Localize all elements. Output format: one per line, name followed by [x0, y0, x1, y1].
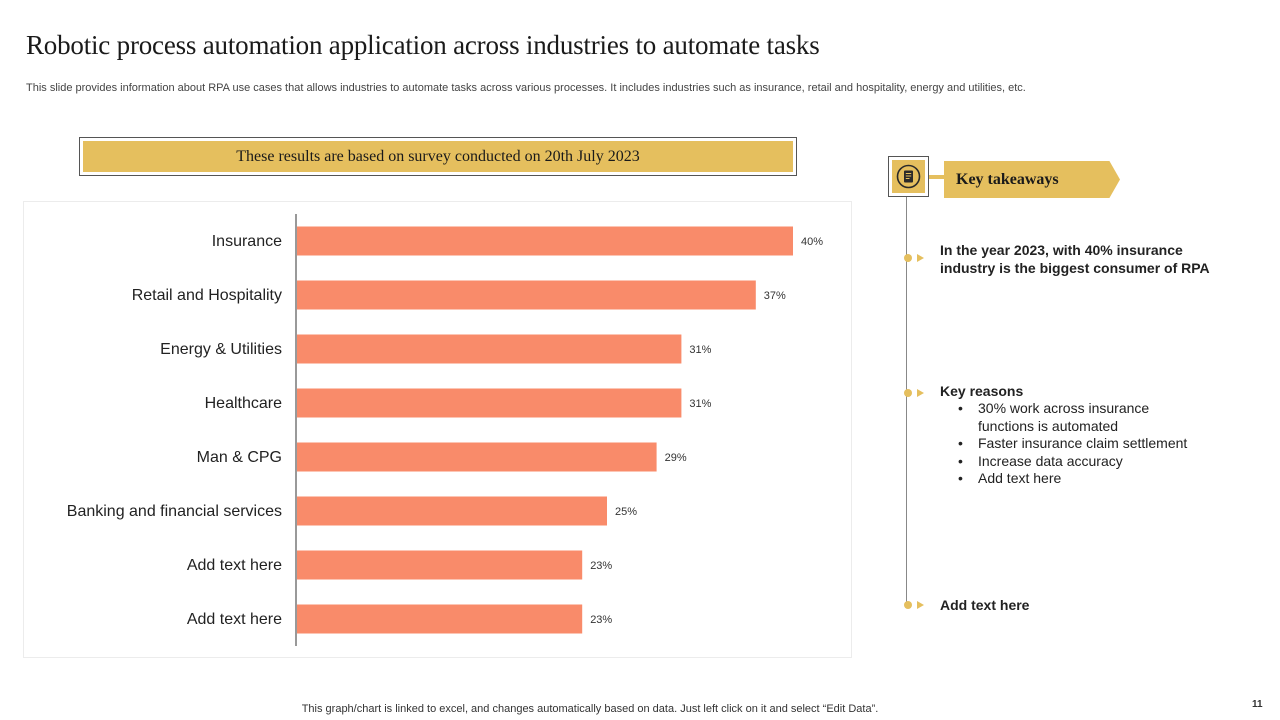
value-label: 31%: [689, 398, 711, 410]
timeline-marker-1: [904, 253, 930, 263]
survey-note: These results are based on survey conduc…: [83, 141, 793, 172]
value-label: 29%: [665, 452, 687, 464]
takeaway-1-text: In the year 2023, with 40% insurance ind…: [940, 242, 1210, 276]
takeaway-3-text: Add text here: [940, 597, 1030, 613]
document-icon: [896, 164, 921, 189]
reason-item: Increase data accuracy: [958, 453, 1240, 471]
category-label: Energy & Utilities: [160, 341, 282, 358]
footer-note: This graph/chart is linked to excel, and…: [301, 703, 879, 715]
value-label: 37%: [764, 290, 786, 302]
bar[interactable]: [297, 604, 583, 634]
reason-item: Add text here: [958, 470, 1240, 488]
category-label: Banking and financial services: [67, 503, 282, 520]
key-reasons-list: 30% work across insurance functions is a…: [958, 400, 1240, 488]
takeaway-2-title: Key reasons: [940, 383, 1024, 399]
category-label: Man & CPG: [197, 449, 282, 466]
bar[interactable]: [297, 334, 682, 364]
bar[interactable]: [297, 442, 657, 472]
value-label: 31%: [689, 344, 711, 356]
takeaway-icon-box: [888, 156, 929, 197]
bar[interactable]: [297, 550, 583, 580]
value-label: 23%: [590, 560, 612, 572]
page-number: 11: [1252, 699, 1263, 710]
value-label: 25%: [615, 506, 637, 518]
category-label: Add text here: [187, 557, 282, 574]
bar[interactable]: [297, 280, 756, 310]
survey-banner: These results are based on survey conduc…: [79, 137, 797, 176]
bar[interactable]: [297, 496, 607, 526]
category-label: Retail and Hospitality: [132, 287, 282, 304]
category-label: Healthcare: [205, 395, 282, 412]
bar-chart[interactable]: Insurance 40% Retail and Hospitality 37% Ene…: [23, 201, 852, 658]
reason-item: 30% work across insurance functions is a…: [958, 400, 1168, 435]
reason-item: Faster insurance claim settlement: [958, 435, 1240, 453]
value-label: 23%: [590, 614, 612, 626]
slide-title: Robotic process automation application a…: [26, 30, 820, 60]
bar[interactable]: [297, 226, 793, 256]
timeline-marker-3: [904, 600, 930, 610]
key-takeaways-heading: Key takeaways: [944, 161, 1120, 198]
slide-subtitle: This slide provides information about RP…: [26, 82, 1026, 94]
category-label: Insurance: [212, 233, 282, 250]
timeline-marker-2: [904, 388, 930, 398]
value-label: 40%: [801, 236, 823, 248]
bar[interactable]: [297, 388, 682, 418]
bar-chart-svg: Insurance 40% Retail and Hospitality 37% Ene…: [67, 214, 823, 646]
timeline-line: [906, 197, 907, 607]
takeaway-2: Key reasons 30% work across insurance fu…: [940, 382, 1240, 488]
category-label: Add text here: [187, 611, 282, 628]
takeaway-connector: [929, 175, 945, 179]
